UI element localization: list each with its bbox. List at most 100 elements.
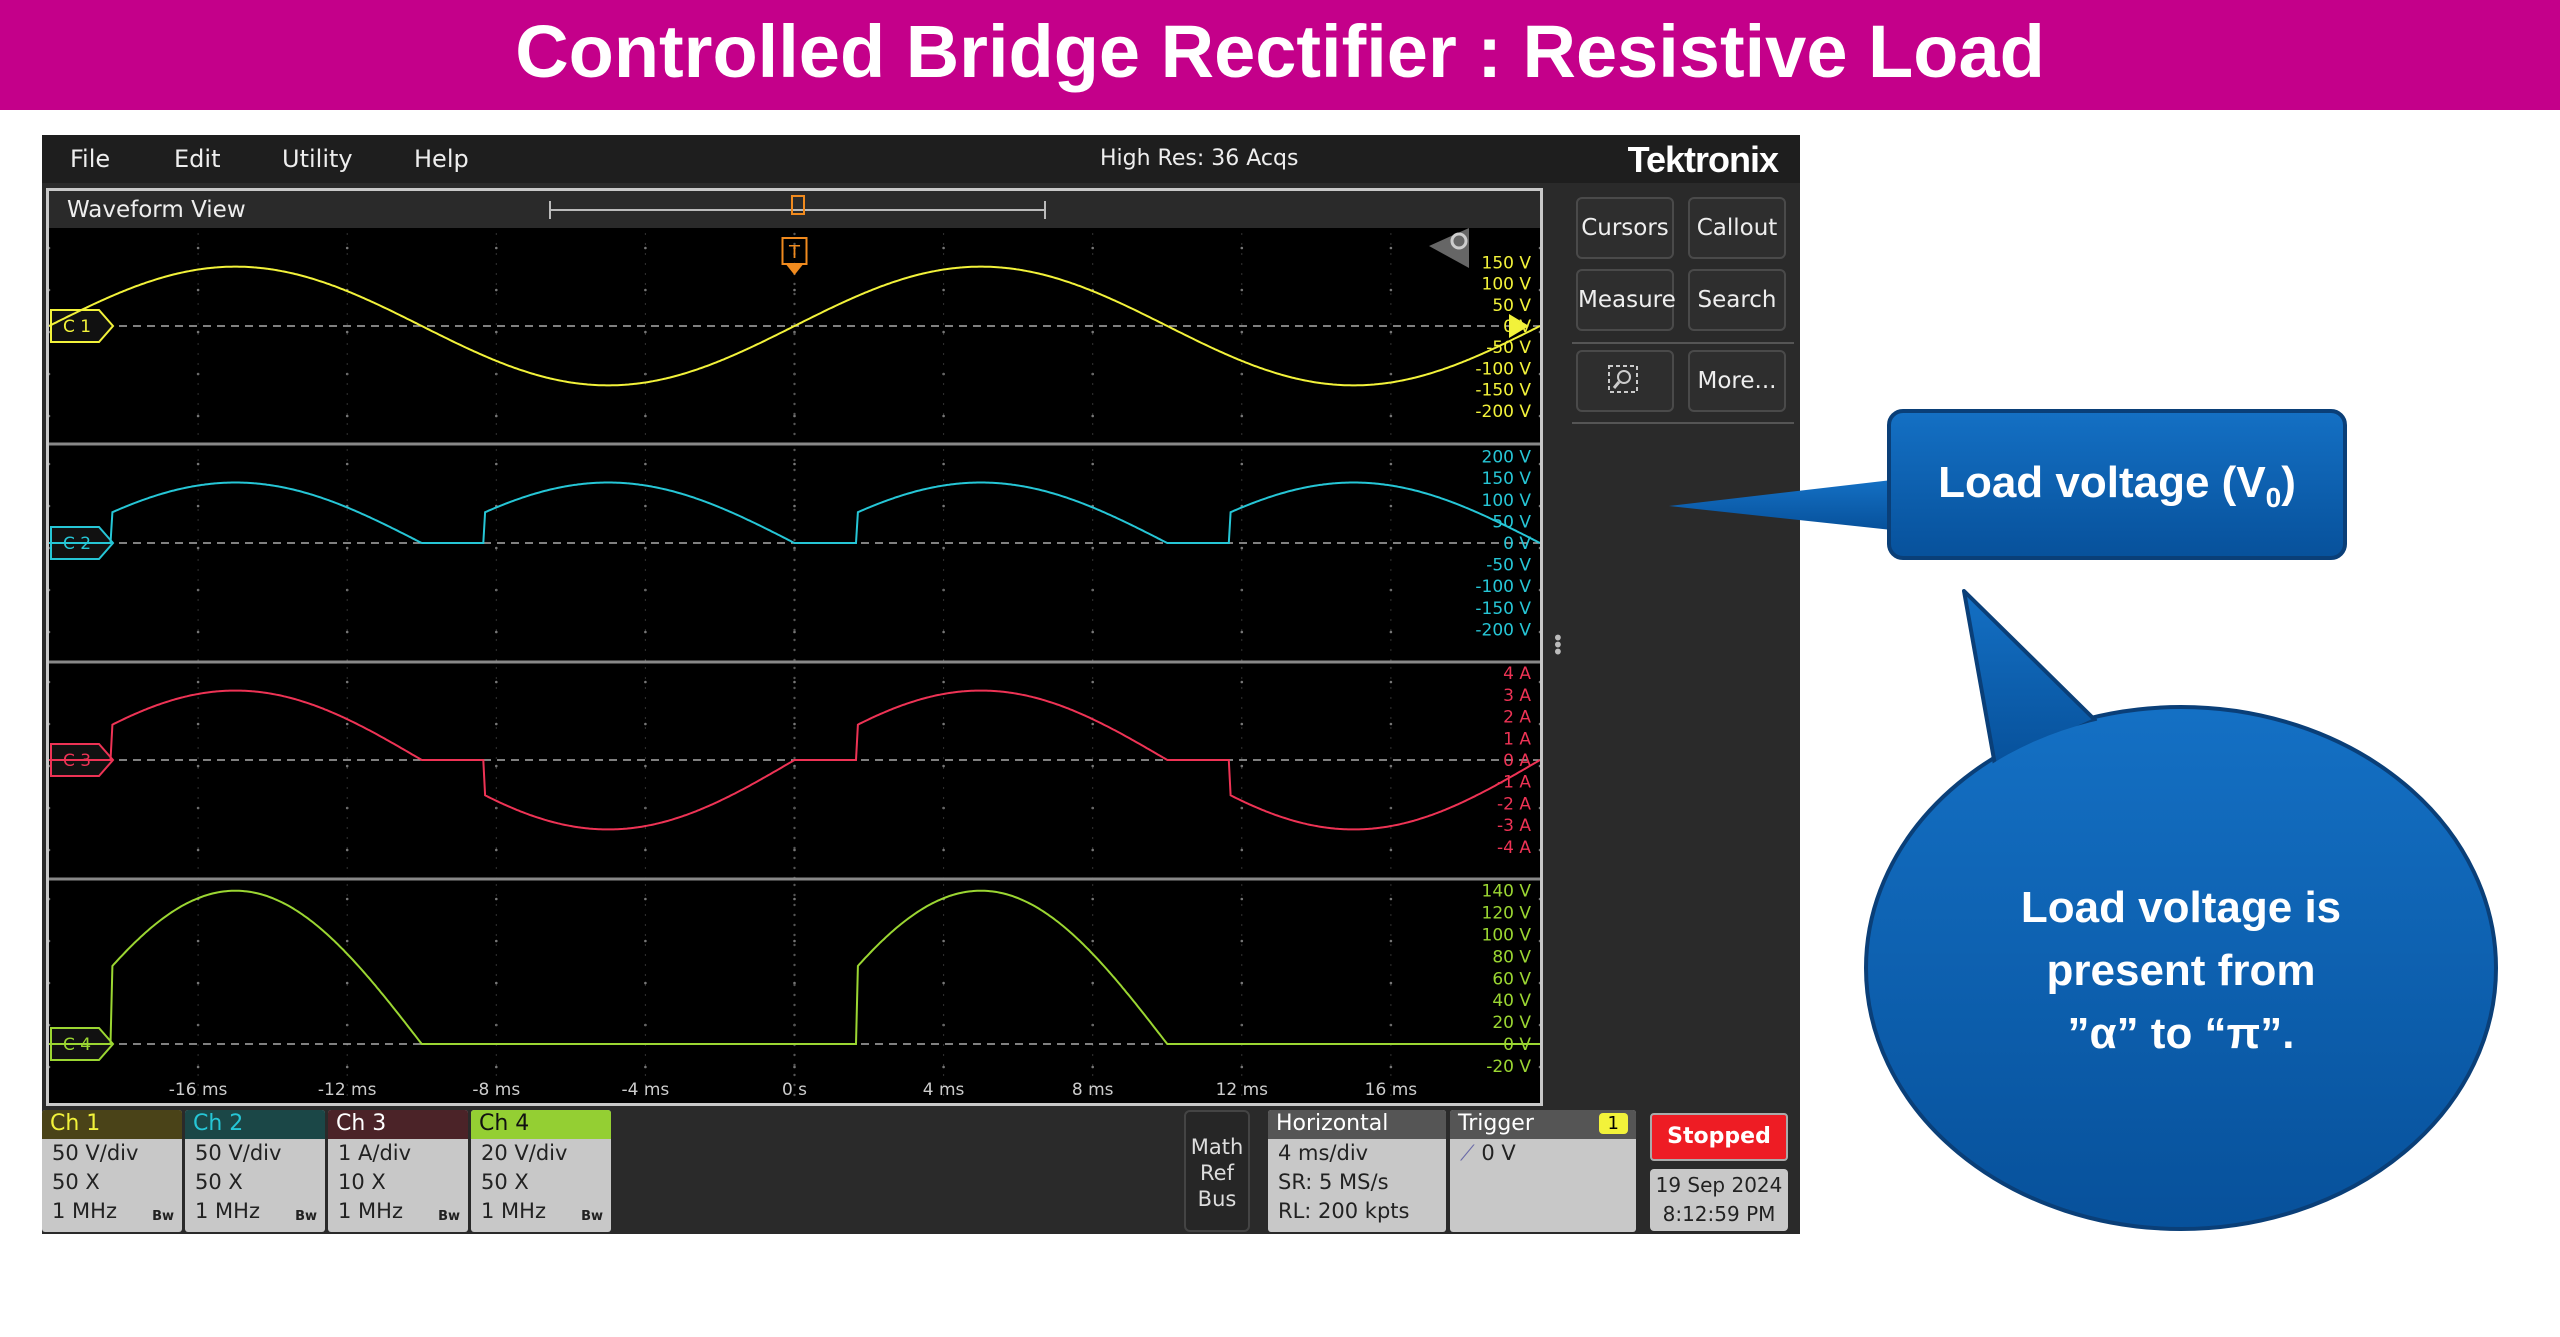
grid-dot <box>1241 469 1243 471</box>
grid-dot <box>793 402 796 406</box>
grid-dot <box>1241 609 1243 611</box>
ch4-label: Ch 4 <box>471 1110 611 1139</box>
grid-dot <box>346 373 348 375</box>
grid-dot <box>793 362 796 366</box>
ch1-bandwidth: 1 MHz <box>52 1199 117 1223</box>
ch2-badge[interactable]: Ch 2 50 V/div 50 X 1 MHz Bw <box>185 1110 325 1232</box>
more-button[interactable]: More... <box>1688 350 1786 412</box>
grid-dot <box>793 923 796 927</box>
grid-dot <box>1390 914 1392 916</box>
menu-utility[interactable]: Utility <box>282 145 353 173</box>
grid-dot <box>346 1034 348 1036</box>
grid-dot <box>793 903 796 907</box>
menu-file[interactable]: File <box>70 145 111 173</box>
grid-dot <box>1241 904 1243 906</box>
grid-dot <box>49 546 51 550</box>
grid-dot <box>1390 974 1392 976</box>
grid-dot <box>793 1033 796 1037</box>
grid-dot <box>346 243 348 245</box>
grid-dot <box>793 893 796 897</box>
grid-dot <box>793 696 796 700</box>
grid-dot <box>1389 722 1393 726</box>
cursors-button[interactable]: Cursors <box>1576 197 1674 259</box>
grid-dot <box>1390 283 1392 285</box>
grid-dot <box>346 1004 348 1006</box>
grid-dot <box>197 984 199 986</box>
ch1-badge[interactable]: Ch 1 50 V/div 50 X 1 MHz Bw <box>42 1110 182 1232</box>
grid-dot <box>197 1084 199 1086</box>
grid-dot <box>644 263 647 265</box>
grid-dot <box>943 469 945 471</box>
grid-dot <box>793 686 796 690</box>
record-view-bar[interactable] <box>549 195 1046 219</box>
grid-dot <box>1390 609 1392 611</box>
grid-dot <box>49 414 51 418</box>
run-stop-button[interactable]: Stopped <box>1650 1113 1788 1161</box>
grid-dot <box>1390 313 1392 315</box>
search-button[interactable]: Search <box>1688 269 1786 331</box>
grid-dot <box>942 330 945 334</box>
math-ref-bus-button[interactable]: Math Ref Bus <box>1184 1110 1250 1232</box>
grid-dot <box>1241 539 1243 541</box>
menu-help[interactable]: Help <box>414 145 469 173</box>
grid-dot <box>197 383 199 385</box>
grid-dot <box>1241 847 1243 849</box>
grid-dot <box>495 649 497 651</box>
ch4-badge[interactable]: Ch 4 20 V/div 50 X 1 MHz Bw <box>471 1110 611 1232</box>
grid-dot <box>644 462 647 466</box>
grid-dot <box>943 1014 945 1016</box>
grid-dot <box>495 479 497 481</box>
callout-button[interactable]: Callout <box>1688 197 1786 259</box>
zoom-select-button[interactable] <box>1576 350 1674 412</box>
grid-dot <box>1241 383 1243 385</box>
grid-dot <box>793 488 796 492</box>
grid-dot <box>644 313 647 315</box>
grid-dot <box>346 343 348 345</box>
grid-dot <box>793 504 796 508</box>
menu-edit[interactable]: Edit <box>174 145 221 173</box>
grid-dot <box>495 469 497 471</box>
grid-dot <box>943 313 945 315</box>
scale-label: 1 A <box>1503 729 1531 749</box>
trigger-badge[interactable]: Trigger 1 ⟋ 0 V <box>1450 1110 1636 1232</box>
grid-dot <box>346 293 348 295</box>
grid-dot <box>1538 764 1540 768</box>
grid-dot <box>197 539 199 541</box>
grid-dot <box>793 756 796 760</box>
grid-dot <box>495 667 497 669</box>
grid-dot <box>943 994 945 996</box>
grid-dot <box>943 894 945 896</box>
grid-dot <box>196 630 200 634</box>
grid-dot <box>345 246 349 250</box>
panel-resize-handle[interactable]: • • • <box>1552 626 1564 664</box>
grid-dot <box>1241 934 1243 936</box>
grid-dot <box>1241 1014 1243 1016</box>
grid-dot <box>196 848 200 852</box>
scale-label: -1 A <box>1497 773 1531 793</box>
grid-dot <box>1092 449 1094 451</box>
grid-dot <box>1241 747 1243 749</box>
horizontal-badge[interactable]: Horizontal 4 ms/div SR: 5 MS/s RL: 200 kpts <box>1268 1110 1446 1232</box>
grid-dot <box>1241 459 1243 461</box>
ch1-probe: 50 X <box>52 1170 100 1194</box>
grid-dot <box>1241 1084 1243 1086</box>
grid-dot <box>1390 687 1392 689</box>
grid-dot <box>1092 687 1094 689</box>
grid-dot <box>346 509 348 511</box>
scale-label: -2 A <box>1497 794 1531 814</box>
scale-label: 3 A <box>1503 686 1531 706</box>
horizontal-title: Horizontal <box>1268 1110 1446 1139</box>
callout1-box <box>1887 409 2347 560</box>
grid-dot <box>346 569 348 571</box>
measure-button[interactable]: Measure <box>1576 269 1676 331</box>
grid-dot <box>1241 827 1243 829</box>
grid-dot <box>793 786 796 790</box>
grid-dot <box>644 243 647 245</box>
grid-dot <box>793 578 796 582</box>
grid-dot <box>1241 984 1243 986</box>
grid-dot <box>495 599 497 601</box>
grid-dot <box>1390 1094 1392 1096</box>
grid-dot <box>1390 489 1392 491</box>
